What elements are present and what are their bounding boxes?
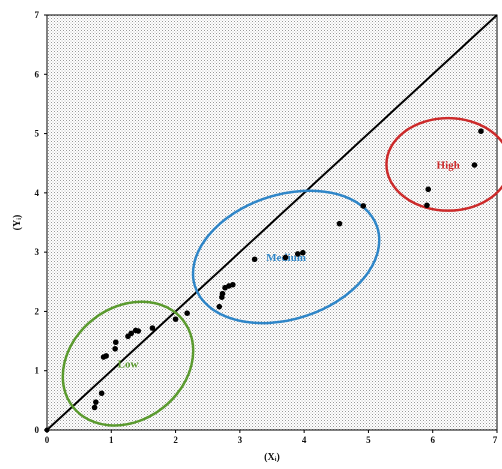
x-tick-label: 5 bbox=[366, 435, 371, 445]
data-point bbox=[184, 310, 190, 316]
x-tick-label: 2 bbox=[173, 435, 178, 445]
data-point bbox=[478, 128, 484, 134]
data-point bbox=[135, 328, 141, 334]
x-tick-label: 1 bbox=[109, 435, 114, 445]
data-point bbox=[252, 256, 258, 262]
data-point bbox=[424, 203, 430, 209]
data-point bbox=[173, 316, 179, 322]
x-tick-label: 7 bbox=[493, 435, 498, 445]
y-tick-label: 6 bbox=[35, 69, 40, 79]
data-point bbox=[92, 405, 98, 411]
data-point bbox=[425, 187, 431, 193]
y-tick-label: 5 bbox=[35, 129, 40, 139]
y-tick-label: 2 bbox=[35, 306, 40, 316]
data-point bbox=[150, 325, 156, 331]
origin-point bbox=[45, 428, 50, 433]
data-point bbox=[337, 221, 343, 227]
cluster-high-label: High bbox=[437, 159, 460, 171]
y-tick-label: 0 bbox=[35, 425, 40, 435]
x-tick-label: 3 bbox=[238, 435, 243, 445]
data-point bbox=[472, 162, 478, 168]
data-point bbox=[216, 304, 222, 310]
data-point bbox=[93, 399, 99, 405]
data-point bbox=[230, 282, 236, 288]
data-point bbox=[295, 251, 301, 257]
data-point bbox=[220, 291, 226, 297]
x-tick-label: 0 bbox=[45, 435, 50, 445]
y-axis-label: (Yᵢ) bbox=[12, 215, 23, 231]
y-tick-label: 3 bbox=[35, 247, 40, 257]
data-point bbox=[283, 255, 289, 261]
data-point bbox=[99, 390, 105, 396]
y-tick-label: 4 bbox=[35, 188, 40, 198]
data-point bbox=[103, 353, 109, 359]
y-tick-label: 7 bbox=[35, 10, 40, 20]
x-tick-label: 6 bbox=[430, 435, 435, 445]
data-point bbox=[300, 250, 306, 256]
cluster-low-label: Low bbox=[118, 359, 139, 371]
x-tick-label: 4 bbox=[302, 435, 307, 445]
y-tick-label: 1 bbox=[35, 366, 40, 376]
data-point bbox=[112, 346, 118, 352]
x-axis-label: (Xᵢ) bbox=[264, 452, 280, 463]
data-point bbox=[113, 339, 119, 345]
data-point bbox=[360, 203, 366, 209]
